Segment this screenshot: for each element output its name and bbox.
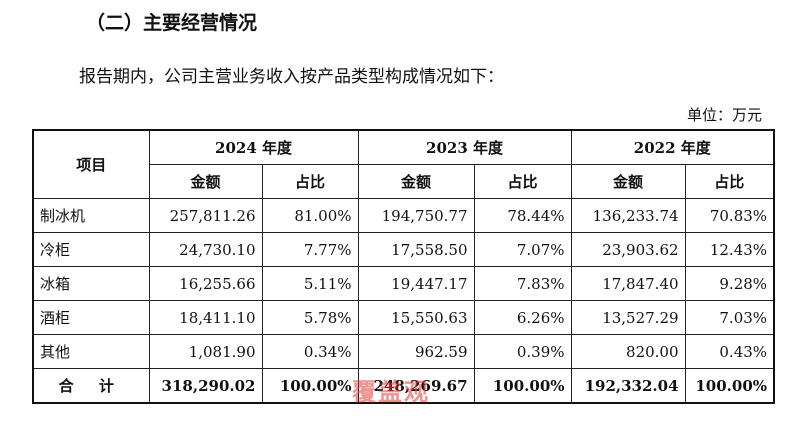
total-share-cell: 100.00% (684, 368, 775, 404)
amount-cell: 962.59 (357, 334, 475, 369)
amount-cell: 820.00 (570, 334, 686, 369)
share-cell: 7.77% (261, 232, 359, 267)
table-row: 制冰机 257,811.26 81.00% 194,750.77 78.44% … (32, 198, 775, 233)
total-amount-cell: 318,290.02 (148, 368, 263, 404)
amount-cell: 18,411.10 (148, 300, 263, 335)
amount-cell: 13,527.29 (570, 300, 686, 335)
amount-cell: 17,847.40 (570, 266, 686, 301)
share-cell: 5.11% (261, 266, 359, 301)
amount-cell: 23,903.62 (570, 232, 686, 267)
section-heading: （二）主要经营情况 (86, 12, 258, 34)
total-label: 合 计 (32, 368, 150, 404)
amount-header: 金额 (148, 164, 263, 199)
row-label: 冰箱 (32, 266, 150, 301)
table-row: 冷柜 24,730.10 7.77% 17,558.50 7.07% 23,90… (32, 232, 775, 267)
amount-header: 金额 (570, 164, 686, 199)
share-cell: 78.44% (473, 198, 572, 233)
amount-cell: 16,255.66 (148, 266, 263, 301)
total-amount-cell: 192,332.04 (570, 368, 686, 404)
share-cell: 7.83% (473, 266, 572, 301)
amount-cell: 1,081.90 (148, 334, 263, 369)
total-share-cell: 100.00% (261, 368, 359, 404)
revenue-table: 项目 2024 年度 2023 年度 2022 年度 金额 占比 金额 占比 金… (32, 129, 776, 404)
share-cell: 6.26% (473, 300, 572, 335)
share-cell: 7.07% (473, 232, 572, 267)
share-cell: 81.00% (261, 198, 359, 233)
share-cell: 7.03% (684, 300, 775, 335)
sub-header-row: 金额 占比 金额 占比 金额 占比 (33, 164, 775, 199)
row-label: 酒柜 (32, 300, 150, 335)
intro-text: 报告期内，公司主营业务收入按产品类型构成情况如下： (79, 67, 504, 87)
share-header: 占比 (261, 164, 359, 199)
year-header: 2022 年度 (570, 129, 775, 165)
share-cell: 0.43% (684, 334, 775, 369)
share-cell: 12.43% (684, 232, 775, 267)
table-row: 酒柜 18,411.10 5.78% 15,550.63 6.26% 13,52… (32, 300, 775, 335)
row-label: 冷柜 (32, 232, 150, 267)
total-row: 合 计 318,290.02 100.00% 248,269.67 100.00… (32, 368, 775, 404)
share-cell: 9.28% (684, 266, 775, 301)
share-header: 占比 (684, 164, 775, 199)
amount-cell: 194,750.77 (357, 198, 475, 233)
amount-header: 金额 (357, 164, 475, 199)
amount-cell: 257,811.26 (148, 198, 263, 233)
amount-cell: 19,447.17 (357, 266, 475, 301)
total-share-cell: 100.00% (473, 368, 572, 404)
row-label: 制冰机 (32, 198, 150, 233)
share-header: 占比 (473, 164, 572, 199)
amount-cell: 15,550.63 (357, 300, 475, 335)
item-header: 项目 (32, 129, 150, 199)
amount-cell: 17,558.50 (357, 232, 475, 267)
share-cell: 70.83% (684, 198, 775, 233)
share-cell: 0.34% (261, 334, 359, 369)
table-row: 其他 1,081.90 0.34% 962.59 0.39% 820.00 0.… (32, 334, 775, 369)
amount-cell: 24,730.10 (148, 232, 263, 267)
table-row: 冰箱 16,255.66 5.11% 19,447.17 7.83% 17,84… (32, 266, 775, 301)
total-amount-cell: 248,269.67 (357, 368, 475, 404)
year-header-row: 项目 2024 年度 2023 年度 2022 年度 (32, 129, 775, 199)
share-cell: 0.39% (473, 334, 572, 369)
amount-cell: 136,233.74 (570, 198, 686, 233)
share-cell: 5.78% (261, 300, 359, 335)
row-label: 其他 (32, 334, 150, 369)
year-header: 2023 年度 (357, 129, 572, 165)
unit-label: 单位：万元 (686, 106, 762, 124)
year-header: 2024 年度 (148, 129, 359, 165)
